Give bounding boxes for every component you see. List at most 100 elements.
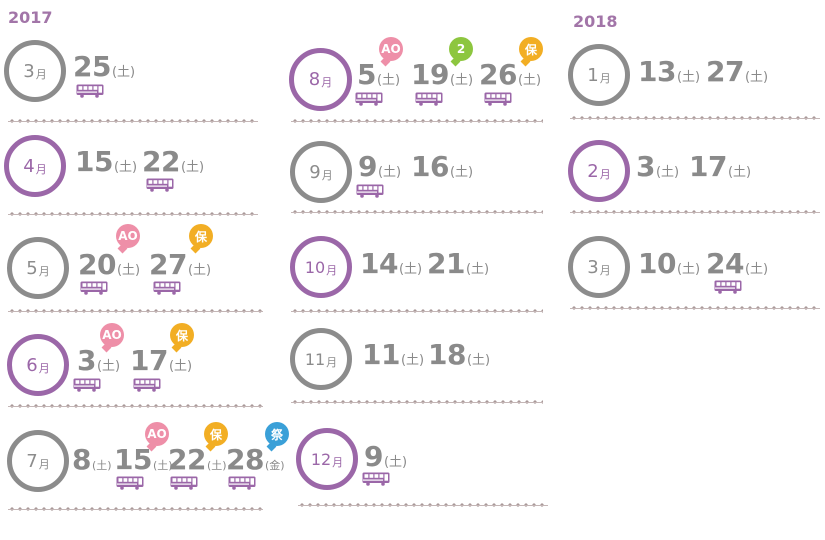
bus-icon [484, 92, 512, 106]
dotted-divider [8, 119, 258, 123]
bus-icon [170, 476, 198, 490]
month-unit: 月 [599, 263, 611, 277]
day-number: 24 [706, 247, 744, 280]
date-january-13: 13(土) [638, 55, 700, 88]
weekday: (土) [449, 73, 474, 88]
ao-badge: AO [379, 37, 403, 67]
date-july-22: 22(土) [168, 443, 227, 476]
day-number: 15 [75, 145, 113, 178]
month-number: 9 [309, 161, 321, 183]
date-march-10: 10(土) [638, 247, 700, 280]
dotted-divider [291, 309, 543, 313]
date-june-3: 3(土) [77, 344, 120, 377]
date-october-21: 21(土) [427, 247, 489, 280]
second-round-badge: 2 [449, 37, 473, 67]
date-may-27: 27(土) [149, 248, 211, 281]
weekday: (土) [655, 165, 680, 180]
year-2018-label: 2018 [573, 12, 618, 31]
month-unit: 月 [326, 355, 338, 369]
weekday: (土) [744, 262, 769, 277]
dotted-divider [570, 306, 820, 310]
bus-icon [228, 476, 256, 490]
month-unit: 月 [35, 162, 47, 176]
weekday: (土) [113, 160, 138, 175]
ho-badge: 保 [189, 224, 213, 254]
day-number: 15 [114, 443, 152, 476]
date-december-9: 9(土) [364, 440, 407, 473]
weekday: (土) [187, 263, 212, 278]
day-number: 8 [72, 443, 91, 476]
month-unit: 月 [38, 361, 50, 375]
ao-badge: AO [116, 224, 140, 254]
date-february-3: 3(土) [636, 150, 679, 183]
day-number: 25 [73, 50, 111, 83]
date-july-15: 15(土) [114, 443, 173, 476]
weekday: (土) [449, 165, 474, 180]
day-number: 14 [360, 247, 398, 280]
day-number: 18 [428, 338, 466, 371]
weekday: (土) [727, 165, 752, 180]
bus-icon [146, 178, 174, 192]
month-number: 11 [304, 349, 326, 369]
ao-badge: AO [100, 323, 124, 353]
date-august-19: 19(土) [411, 58, 473, 91]
bus-icon [116, 476, 144, 490]
day-number: 16 [411, 150, 449, 183]
weekday: (土) [744, 70, 769, 85]
day-number: 22 [168, 443, 206, 476]
dotted-divider [8, 309, 263, 313]
dotted-divider [298, 503, 548, 507]
day-number: 10 [638, 247, 676, 280]
ho-badge: 保 [204, 422, 228, 452]
bus-icon [355, 92, 383, 106]
date-april-15: 15(土) [75, 145, 137, 178]
day-number: 9 [364, 440, 383, 473]
day-number: 20 [78, 248, 116, 281]
day-number: 17 [130, 344, 168, 377]
weekday: (土) [180, 160, 205, 175]
ho-badge: 保 [170, 323, 194, 353]
year-2017-label: 2017 [8, 8, 53, 27]
date-january-27: 27(土) [706, 55, 768, 88]
weekday: (土) [376, 73, 401, 88]
weekday: (土) [377, 165, 402, 180]
month-number: 3 [587, 256, 599, 278]
date-july-28: 28(金) [226, 443, 285, 476]
weekday: (土) [111, 65, 136, 80]
weekday: (土) [168, 359, 193, 374]
bus-icon [133, 378, 161, 392]
month-number: 2 [587, 160, 599, 182]
month-number: 12 [310, 449, 332, 469]
bus-icon [153, 281, 181, 295]
date-may-20: 20(土) [78, 248, 140, 281]
date-october-14: 14(土) [360, 247, 422, 280]
bus-icon [76, 84, 104, 98]
month-number: 4 [23, 155, 35, 177]
bus-icon [73, 378, 101, 392]
date-november-18: 18(土) [428, 338, 490, 371]
weekday: (土) [465, 262, 490, 277]
day-number: 21 [427, 247, 465, 280]
day-number: 28 [226, 443, 264, 476]
bus-icon [714, 280, 742, 294]
bus-icon [415, 92, 443, 106]
date-june-17: 17(土) [130, 344, 192, 377]
month-unit: 月 [326, 263, 338, 277]
weekday: (金) [264, 459, 285, 472]
dotted-divider [291, 400, 543, 404]
month-number: 1 [587, 64, 599, 86]
bus-icon [356, 184, 384, 198]
weekday: (土) [91, 459, 112, 472]
day-number: 27 [706, 55, 744, 88]
dotted-divider [291, 210, 543, 214]
date-march-24: 24(土) [706, 247, 768, 280]
dotted-divider [8, 404, 263, 408]
month-unit: 月 [321, 168, 333, 182]
